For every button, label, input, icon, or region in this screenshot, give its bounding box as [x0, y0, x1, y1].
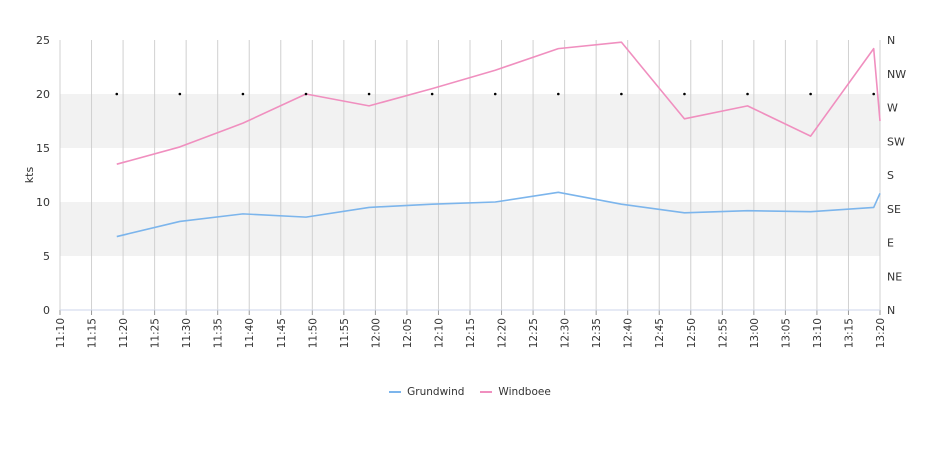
direction-marker-11 [809, 92, 812, 96]
y-tick-label-2: 10 [36, 196, 50, 209]
x-tick-label-3: 11:25 [150, 318, 162, 348]
y-tick-label-5: 25 [36, 34, 50, 47]
x-axis-ticks: 11:10 11:15 11:20 11:25 11:30 11:35 11:40 11:45… [55, 309, 887, 348]
legend-label-grundwind: Grundwind [407, 386, 465, 398]
legend-label-windboee: Windboee [498, 386, 551, 398]
direction-markers [115, 92, 875, 96]
x-tick-label-4: 11:30 [181, 318, 193, 348]
legend: Grundwind Windboee [0, 386, 940, 398]
direction-marker-4 [367, 92, 371, 96]
x-tick-label-26: 13:20 [875, 318, 887, 348]
x-tick-label-16: 12:30 [560, 318, 572, 348]
direction-marker-3 [304, 92, 308, 96]
x-tick-label-17: 12:35 [591, 318, 603, 348]
x-tick-label-20: 12:50 [686, 318, 698, 348]
legend-swatch-grundwind [389, 391, 402, 393]
y2-tick-label-0: N [887, 304, 895, 317]
y2-tick-label-2: E [887, 237, 894, 250]
y2-axis-ticks: N NE E SE S SW W NW N [887, 34, 906, 317]
y2-tick-label-3: SE [887, 203, 901, 216]
y-axis-ticks: 0 5 10 15 20 25 [36, 34, 50, 317]
legend-item-windboee[interactable]: Windboee [480, 386, 551, 398]
x-tick-label-2: 11:20 [118, 318, 130, 348]
x-tick-label-25: 13:15 [843, 318, 855, 348]
x-tick-label-7: 11:45 [276, 318, 288, 348]
y2-tick-label-1: NE [887, 270, 902, 283]
x-tick-label-8: 11:50 [307, 318, 319, 348]
x-tick-label-22: 13:00 [749, 318, 761, 348]
x-tick-label-0: 11:10 [55, 318, 67, 348]
direction-marker-5 [430, 92, 434, 96]
x-tick-label-19: 12:45 [654, 318, 666, 348]
series-line-grundwind [116, 191, 881, 238]
x-tick-label-5: 11:35 [213, 318, 225, 348]
x-tick-label-12: 12:10 [433, 318, 445, 348]
direction-marker-0 [115, 92, 119, 96]
direction-marker-9 [683, 92, 686, 96]
x-tick-label-21: 12:55 [717, 318, 729, 348]
y2-tick-label-8: N [887, 34, 895, 47]
y2-tick-label-5: SW [887, 135, 905, 148]
direction-marker-8 [620, 92, 623, 96]
direction-marker-7 [557, 92, 560, 96]
x-tick-label-6: 11:40 [244, 318, 256, 348]
x-tick-label-18: 12:40 [623, 318, 635, 348]
direction-marker-2 [241, 92, 245, 96]
y-tick-label-0: 0 [43, 304, 50, 317]
x-tick-label-13: 12:15 [465, 318, 477, 348]
x-tick-label-10: 12:00 [370, 318, 382, 348]
direction-marker-6 [493, 92, 497, 96]
y-axis-label: kts [23, 167, 36, 184]
y-tick-label-3: 15 [36, 142, 50, 155]
x-tick-label-9: 11:55 [339, 318, 351, 348]
y-tick-label-4: 20 [36, 88, 50, 101]
y2-tick-label-4: S [887, 169, 894, 182]
direction-marker-10 [746, 92, 749, 96]
legend-swatch-windboee [480, 391, 493, 393]
direction-marker-12 [872, 92, 875, 96]
legend-item-grundwind[interactable]: Grundwind [389, 386, 464, 398]
direction-marker-1 [178, 92, 182, 96]
x-tick-label-14: 12:20 [497, 318, 509, 348]
x-tick-label-15: 12:25 [528, 318, 540, 348]
y2-tick-label-7: NW [887, 68, 906, 81]
y-tick-label-1: 5 [43, 250, 50, 263]
x-tick-label-24: 13:10 [812, 318, 824, 348]
x-tick-label-23: 13:05 [780, 318, 792, 348]
series-lines [116, 41, 881, 238]
x-tick-label-1: 11:15 [87, 318, 99, 348]
x-tick-label-11: 12:05 [402, 318, 414, 348]
vertical-grid [59, 40, 881, 310]
y2-tick-label-6: W [887, 102, 898, 115]
series-line-windboee [116, 41, 881, 165]
